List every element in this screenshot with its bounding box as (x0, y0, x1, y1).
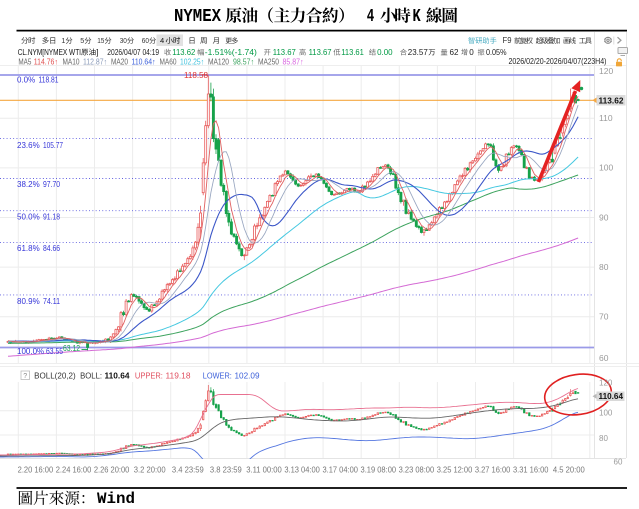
svg-text:5: 5 (80, 36, 84, 45)
svg-text:K: K (413, 7, 421, 27)
svg-text:118.81: 118.81 (39, 76, 59, 85)
svg-text:CL.NYM[NYMEX WTI: CL.NYM[NYMEX WTI (18, 48, 81, 57)
svg-text:113.61: 113.61 (341, 48, 364, 57)
svg-text:0.00: 0.00 (377, 48, 393, 57)
svg-text:2026/02/20-2026/04/07(223H4): 2026/02/20-2026/04/07(223H4) (509, 57, 607, 66)
svg-text:UPPER:: UPPER: (135, 372, 163, 381)
svg-text:MA60: MA60 (160, 58, 177, 67)
svg-text:23.6%: 23.6% (17, 141, 40, 150)
svg-text:3.31 16:00: 3.31 16:00 (513, 466, 549, 475)
svg-text:110.64: 110.64 (105, 372, 131, 381)
svg-text:MA120: MA120 (208, 58, 229, 67)
svg-text:3.2 20:00: 3.2 20:00 (134, 466, 166, 475)
svg-text:LOWER:: LOWER: (203, 372, 232, 381)
svg-text:4: 4 (160, 36, 164, 45)
svg-text:91.18: 91.18 (43, 213, 60, 222)
svg-text:23.57: 23.57 (408, 48, 429, 57)
svg-text:100: 100 (599, 409, 613, 418)
svg-text:113.67: 113.67 (273, 48, 297, 57)
svg-text:114.76↑: 114.76↑ (34, 58, 58, 67)
svg-text:84.66: 84.66 (43, 244, 60, 253)
svg-text:2.26 20:00: 2.26 20:00 (94, 466, 130, 475)
svg-text:Wind: Wind (97, 490, 135, 508)
svg-text:110.64↑: 110.64↑ (132, 58, 156, 67)
svg-text:F9: F9 (503, 36, 513, 45)
svg-text:0: 0 (469, 48, 474, 57)
svg-text:112.87↑: 112.87↑ (83, 58, 107, 67)
svg-text:63.55: 63.55 (46, 347, 63, 356)
svg-text:]: ] (96, 48, 98, 57)
svg-text:61.8%: 61.8% (17, 244, 40, 253)
svg-text:3.17 04:00: 3.17 04:00 (322, 466, 358, 475)
svg-text:3.11 00:00: 3.11 00:00 (246, 466, 282, 475)
svg-text:74.11: 74.11 (43, 297, 60, 306)
svg-text:90: 90 (599, 212, 609, 222)
svg-text:102.09: 102.09 (235, 372, 261, 381)
svg-text:MA20: MA20 (111, 58, 128, 67)
svg-text:2026/04/07 04:19: 2026/04/07 04:19 (107, 48, 159, 57)
svg-text:3.19 08:00: 3.19 08:00 (361, 466, 397, 475)
svg-text:97.70: 97.70 (43, 180, 60, 189)
svg-text:98.57↑: 98.57↑ (233, 58, 254, 67)
svg-text:63.12: 63.12 (63, 344, 80, 353)
svg-text:70: 70 (599, 311, 609, 321)
svg-text:118.58: 118.58 (184, 71, 209, 80)
svg-text:?: ? (23, 373, 27, 380)
svg-text:113.62: 113.62 (599, 95, 624, 105)
svg-text:3.25 12:00: 3.25 12:00 (437, 466, 473, 475)
svg-text:62: 62 (450, 48, 460, 57)
svg-text:3.23 08:00: 3.23 08:00 (399, 466, 435, 475)
svg-text:2.24 16:00: 2.24 16:00 (56, 466, 92, 475)
svg-text:BOLL:: BOLL: (80, 372, 102, 381)
svg-text:3.27 16:00: 3.27 16:00 (475, 466, 511, 475)
svg-text:MA10: MA10 (63, 58, 80, 67)
svg-text:60: 60 (614, 458, 623, 467)
svg-text:80: 80 (599, 262, 609, 272)
svg-text:80: 80 (599, 434, 608, 443)
svg-text:2.20 16:00: 2.20 16:00 (18, 466, 54, 475)
svg-text:3.4 23:59: 3.4 23:59 (172, 466, 204, 475)
svg-text:0.05%: 0.05% (486, 48, 507, 57)
svg-text:3.13 04:00: 3.13 04:00 (284, 466, 320, 475)
svg-text:110.64: 110.64 (599, 392, 624, 401)
svg-text:1: 1 (61, 36, 65, 45)
svg-text:100.0%: 100.0% (17, 347, 44, 356)
svg-text:15: 15 (97, 36, 104, 45)
svg-text:MA5: MA5 (18, 58, 31, 67)
svg-text:4: 4 (367, 7, 375, 27)
svg-text:102.25↑: 102.25↑ (180, 58, 204, 67)
svg-text:113.67: 113.67 (309, 48, 333, 57)
svg-text:85.87↑: 85.87↑ (283, 58, 304, 67)
svg-text:30: 30 (120, 36, 127, 45)
svg-text:-1.51%(-1.74): -1.51%(-1.74) (205, 48, 257, 57)
svg-text:NYMEX: NYMEX (174, 7, 221, 27)
svg-text:0.0%: 0.0% (17, 76, 35, 85)
svg-text:60: 60 (142, 36, 149, 45)
svg-text:MA250: MA250 (258, 58, 279, 67)
svg-text:119.18: 119.18 (166, 372, 192, 381)
svg-text:60: 60 (599, 353, 609, 363)
svg-text:50.0%: 50.0% (17, 213, 40, 222)
svg-text:113.62: 113.62 (172, 48, 196, 57)
svg-text:80.9%: 80.9% (17, 297, 40, 306)
svg-text:110: 110 (599, 113, 613, 123)
svg-text:100: 100 (599, 163, 613, 173)
svg-text:BOLL(20,2): BOLL(20,2) (34, 372, 76, 381)
svg-text:105.77: 105.77 (43, 141, 63, 150)
svg-text:4.5 20:00: 4.5 20:00 (553, 466, 585, 475)
svg-text:120: 120 (599, 66, 613, 76)
svg-text:120: 120 (599, 379, 613, 388)
svg-text:38.2%: 38.2% (17, 180, 40, 189)
svg-text:3.8 23:59: 3.8 23:59 (210, 466, 242, 475)
